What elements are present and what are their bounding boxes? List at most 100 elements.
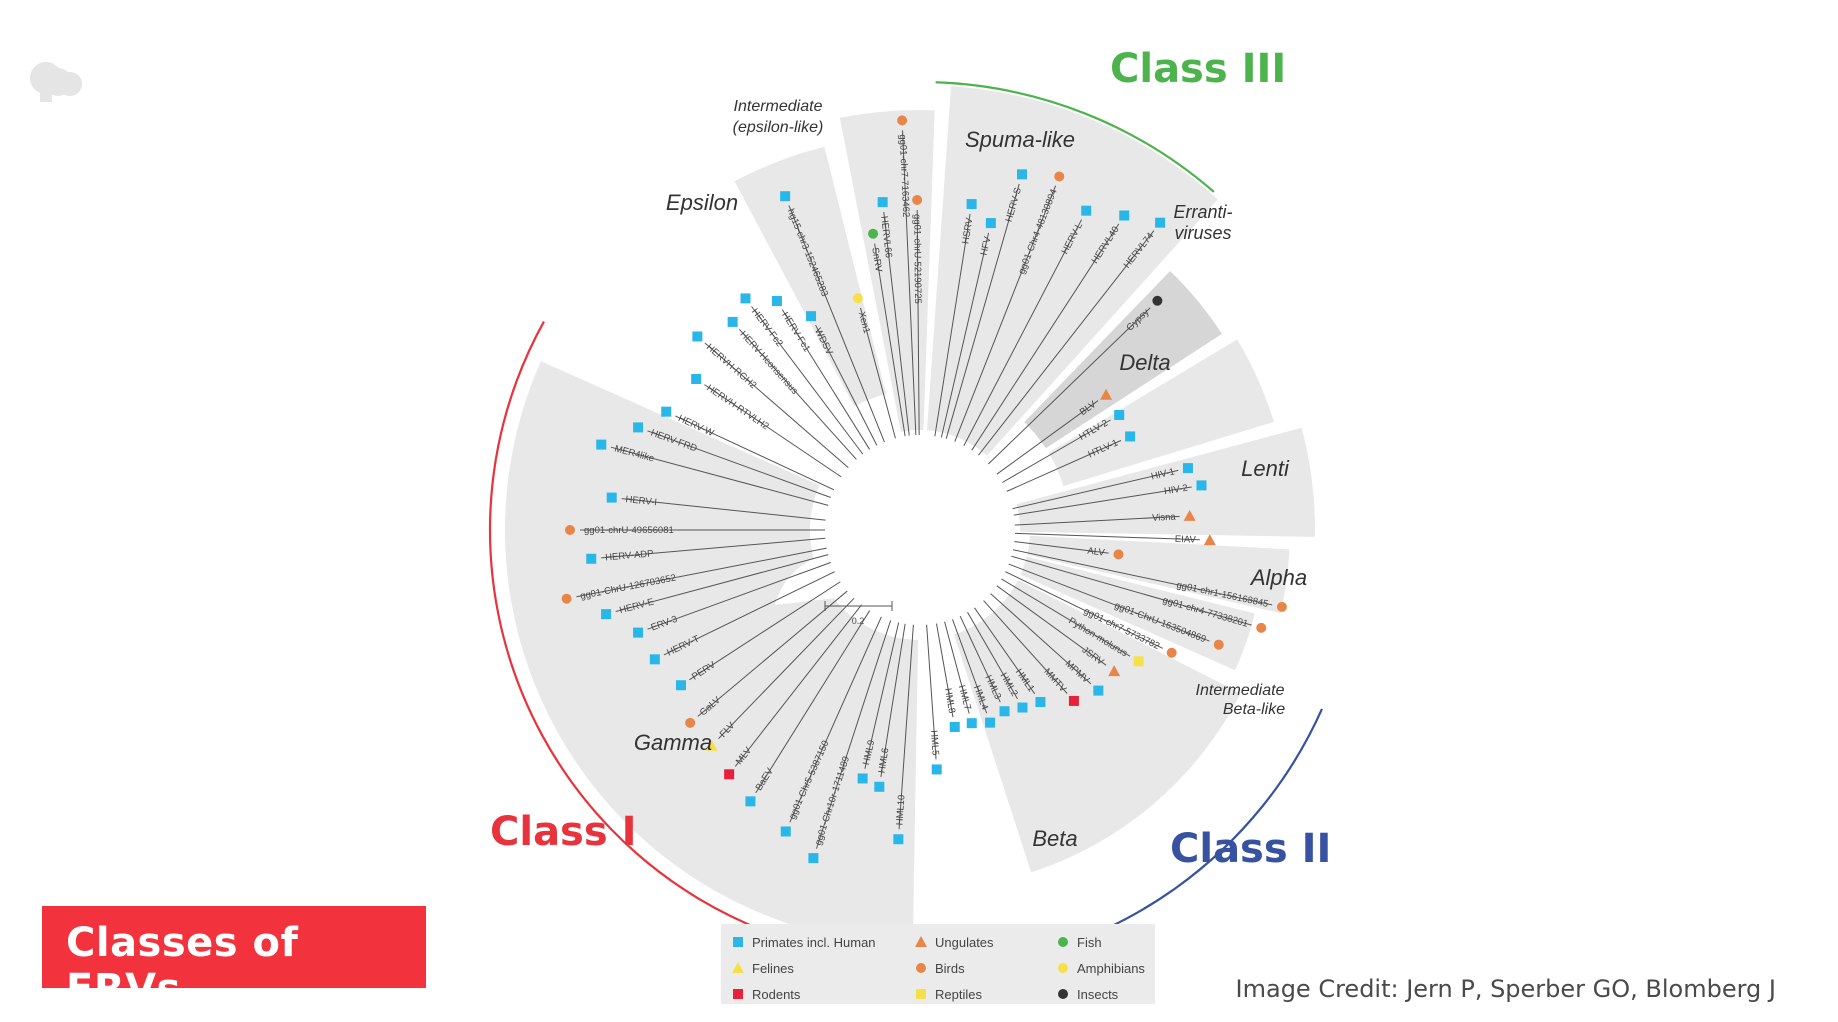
host-marker: [1256, 622, 1267, 633]
title-banner: Classes of ERVs: [42, 906, 426, 1012]
host-marker: [691, 374, 702, 385]
tree-branch: [880, 623, 906, 778]
tree-branch: [944, 621, 970, 714]
tree-branch: [781, 309, 871, 450]
tree-center: [775, 552, 905, 605]
tree-branches: [576, 130, 1273, 849]
tree-branch: [610, 446, 829, 506]
clade-sector: [734, 146, 887, 407]
legend-label: Insects: [1077, 987, 1119, 1002]
host-marker: [561, 593, 572, 604]
legend-square-icon: [916, 989, 926, 999]
tip-label: ALV: [1087, 546, 1106, 559]
legend-label: Rodents: [752, 987, 801, 1002]
host-marker: [1213, 639, 1224, 650]
legend-item: Felines: [732, 961, 794, 976]
clade-label: Intermediate: [734, 98, 823, 115]
tree-branch: [704, 384, 842, 478]
legend-triangle-icon: [732, 962, 744, 973]
tip-label: HERVL66: [878, 215, 894, 258]
host-marker: [675, 680, 686, 691]
clade-sector: [1016, 427, 1315, 537]
host-marker: [1017, 702, 1028, 713]
tip-label: HERVH-RTVLH2: [704, 383, 770, 433]
tree-branch: [615, 554, 829, 613]
tree-branch: [916, 210, 920, 436]
tree-branch: [789, 616, 882, 823]
tree-branch: [601, 537, 826, 559]
tree-branch: [689, 581, 841, 681]
legend-circle-icon: [1058, 989, 1068, 999]
tree-branch: [751, 306, 864, 455]
host-marker: [596, 439, 607, 450]
host-marker: [586, 553, 597, 564]
tree-branch: [647, 430, 831, 498]
clade-sector: [953, 579, 1241, 873]
host-marker: [806, 311, 817, 322]
tip-label: HIV-2: [1163, 483, 1188, 498]
tip-label: HML8: [942, 687, 957, 714]
host-marker: [874, 781, 885, 792]
clade-labels: Intermediate (epsilon-like) Spuma-like Epsi…: [634, 98, 1307, 851]
class-label: Class III: [1110, 46, 1286, 92]
clade-label: Gamma: [634, 730, 712, 755]
tree-branch: [926, 624, 937, 760]
host-marker: [1054, 171, 1065, 182]
clade-label: Spuma-like: [965, 127, 1075, 152]
host-marker: [565, 525, 575, 535]
host-marker: [1183, 509, 1196, 521]
legend-label: Amphibians: [1077, 961, 1145, 976]
host-marker: [1081, 205, 1092, 216]
tree-branch: [704, 342, 849, 469]
tree-branch: [1013, 486, 1192, 516]
tree-branch: [898, 624, 914, 830]
tree-branch: [697, 590, 848, 717]
host-marker: [999, 706, 1010, 717]
tree-branch: [940, 232, 990, 438]
tree-branch: [1008, 563, 1210, 642]
host-marker: [877, 197, 888, 208]
host-marker: [685, 717, 696, 728]
host-marker: [705, 739, 718, 751]
legend-item: Rodents: [733, 987, 801, 1002]
host-marker: [1068, 695, 1079, 706]
legend-item: Primates incl. Human: [733, 935, 876, 950]
clade-sector: [1027, 535, 1290, 614]
tree-branch: [1002, 419, 1111, 483]
host-marker: [1196, 480, 1207, 491]
tip-label: HML6: [877, 747, 892, 774]
host-marker: [966, 199, 977, 210]
host-marker: [1114, 410, 1125, 420]
clade-label: viruses: [1174, 223, 1231, 243]
host-marker: [633, 627, 644, 638]
tip-label: gg01-chrU-52190725: [911, 214, 923, 304]
host-marker: [692, 331, 703, 342]
scale-bar: 0.2: [824, 601, 893, 626]
tree-branch: [996, 585, 1107, 666]
clade-sector: [1048, 339, 1274, 487]
tree-branch: [663, 571, 835, 656]
image-credit: Image Credit: Jern P, Sperber GO, Blombe…: [1235, 975, 1776, 1003]
clade-sector: [1024, 271, 1222, 449]
host-legend: Primates incl. Human Ungulates Fish Felines…: [721, 924, 1155, 1004]
tree-branch: [1001, 578, 1131, 657]
clade-label: Beta: [1032, 826, 1077, 851]
tree-branch: [983, 600, 1068, 694]
legend-item: Amphibians: [1058, 961, 1145, 976]
clade-sectors: [504, 86, 1315, 945]
clade-label: Delta: [1119, 350, 1170, 375]
class-label: Class I: [490, 809, 636, 855]
host-marker: [1100, 388, 1113, 400]
host-marker: [1119, 210, 1130, 221]
tree-branch: [954, 185, 1057, 442]
tree-branch: [859, 307, 896, 439]
clade-label: Beta-like: [1223, 701, 1285, 718]
host-markers: [561, 115, 1287, 864]
class-label: Class II: [1170, 826, 1331, 872]
clade-label: Intermediate: [1196, 682, 1285, 699]
host-marker: [780, 826, 791, 837]
host-marker: [727, 316, 738, 327]
tip-label: HML7: [956, 684, 973, 711]
tip-label: HERV-I: [625, 494, 657, 508]
legend-item: Reptiles: [916, 987, 982, 1002]
